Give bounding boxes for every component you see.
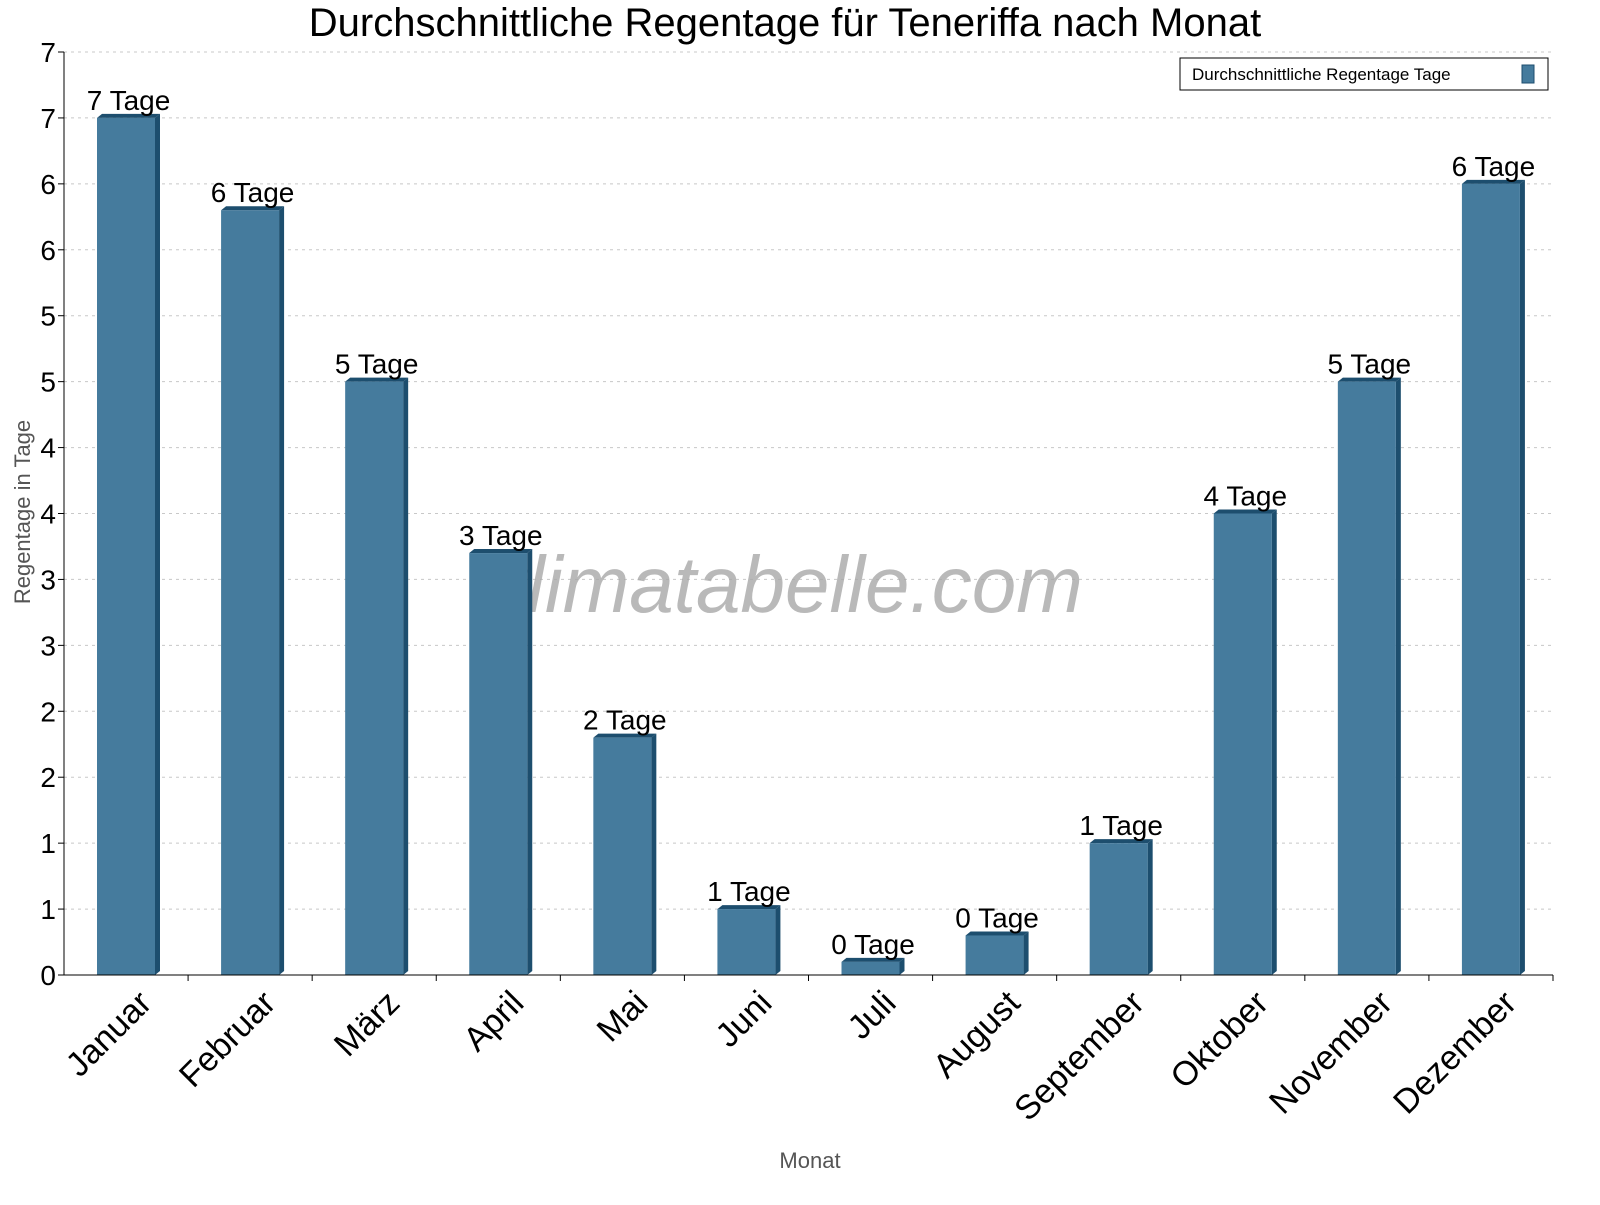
bar-side bbox=[1147, 839, 1153, 975]
bar bbox=[965, 935, 1024, 975]
bar bbox=[1461, 183, 1520, 975]
bar-top bbox=[593, 733, 657, 738]
grid-lines bbox=[64, 51, 1553, 910]
bar-side bbox=[1395, 377, 1401, 976]
bar-top bbox=[717, 905, 781, 910]
data-label: 5 Tage bbox=[335, 349, 419, 380]
y-tick-label: 1 bbox=[40, 894, 56, 925]
y-tick-label: 6 bbox=[40, 235, 56, 266]
bar-side bbox=[651, 733, 657, 975]
y-tick-label: 7 bbox=[40, 103, 56, 134]
x-tick-label: März bbox=[327, 984, 407, 1064]
y-tick-label: 1 bbox=[40, 828, 56, 859]
y-tick-label: 5 bbox=[40, 367, 56, 398]
bar bbox=[345, 381, 404, 976]
x-tick-label: April bbox=[456, 984, 531, 1059]
y-tick-label: 4 bbox=[40, 433, 56, 464]
data-label: 6 Tage bbox=[1452, 151, 1536, 182]
bar-top bbox=[1213, 509, 1277, 514]
data-label: 2 Tage bbox=[583, 705, 667, 736]
x-tick-label: Juni bbox=[708, 984, 779, 1055]
y-tick-label: 2 bbox=[40, 696, 56, 727]
data-label: 4 Tage bbox=[1203, 481, 1287, 512]
data-label: 7 Tage bbox=[87, 85, 171, 116]
bar-top bbox=[97, 113, 160, 118]
bar bbox=[97, 117, 155, 975]
x-tick-label: Februar bbox=[172, 984, 283, 1095]
x-tick-label: November bbox=[1262, 984, 1400, 1122]
bar-side bbox=[1271, 509, 1277, 975]
legend-swatch bbox=[1521, 64, 1535, 84]
bar bbox=[1089, 843, 1148, 975]
chart-title: Durchschnittliche Regentage für Teneriff… bbox=[309, 1, 1261, 45]
legend-box bbox=[1179, 57, 1549, 91]
watermark: klimatabelle.com bbox=[487, 540, 1083, 629]
y-tick-label: 4 bbox=[40, 499, 56, 530]
bar-side bbox=[899, 957, 905, 975]
data-label: 0 Tage bbox=[955, 902, 1039, 933]
legend: Durchschnittliche Regentage Tage bbox=[1179, 57, 1549, 91]
x-tick-label: August bbox=[926, 983, 1028, 1085]
y-tick-label: 6 bbox=[40, 169, 56, 200]
bar bbox=[1337, 381, 1396, 976]
bar-top bbox=[841, 957, 905, 962]
y-tick-label: 3 bbox=[40, 630, 56, 661]
data-label: 5 Tage bbox=[1328, 349, 1412, 380]
bar bbox=[469, 553, 528, 975]
data-label: 3 Tage bbox=[459, 520, 543, 551]
bar-top bbox=[469, 549, 533, 554]
bar-side bbox=[1023, 931, 1029, 975]
bars: 7 Tage 6 Tage 5 Tage 3 Tage 2 Tage 1 Tage 0 Ta… bbox=[87, 85, 1536, 976]
x-tick-label: Juli bbox=[841, 984, 904, 1047]
bar-top bbox=[1089, 839, 1153, 844]
x-tick-label: Mai bbox=[590, 984, 656, 1050]
y-axis-label: Regentage in Tage bbox=[10, 420, 35, 604]
bar-top bbox=[345, 377, 409, 382]
bar-side bbox=[403, 377, 409, 976]
bar-top bbox=[1337, 377, 1401, 382]
y-tick-label: 0 bbox=[40, 960, 56, 991]
data-label: 1 Tage bbox=[707, 876, 791, 907]
x-tick-label: September bbox=[1007, 984, 1151, 1128]
bar-top bbox=[1461, 179, 1525, 184]
bar bbox=[841, 961, 900, 975]
x-tick-label: Dezember bbox=[1386, 984, 1524, 1122]
x-tick-label: Januar bbox=[59, 984, 159, 1084]
bar-side bbox=[1519, 179, 1525, 975]
bar bbox=[1213, 513, 1272, 975]
bar bbox=[717, 909, 776, 975]
bar-top bbox=[221, 206, 285, 211]
y-tick-label: 7 bbox=[40, 37, 56, 68]
data-label: 1 Tage bbox=[1079, 810, 1163, 841]
x-tick-label: Oktober bbox=[1163, 984, 1275, 1096]
legend-label: Durchschnittliche Regentage Tage bbox=[1192, 65, 1451, 84]
x-axis-label: Monat bbox=[779, 1148, 840, 1173]
bar bbox=[593, 737, 652, 975]
y-tick-label: 5 bbox=[40, 301, 56, 332]
bar-side bbox=[775, 905, 781, 975]
y-tick-label: 2 bbox=[40, 762, 56, 793]
bar-side bbox=[155, 113, 160, 975]
bar bbox=[221, 210, 280, 975]
y-tick-label: 3 bbox=[40, 564, 56, 595]
data-label: 0 Tage bbox=[831, 929, 915, 960]
bar-side bbox=[279, 206, 285, 975]
bar-top bbox=[965, 931, 1029, 936]
data-label: 6 Tage bbox=[211, 177, 295, 208]
bar-side bbox=[527, 549, 533, 975]
